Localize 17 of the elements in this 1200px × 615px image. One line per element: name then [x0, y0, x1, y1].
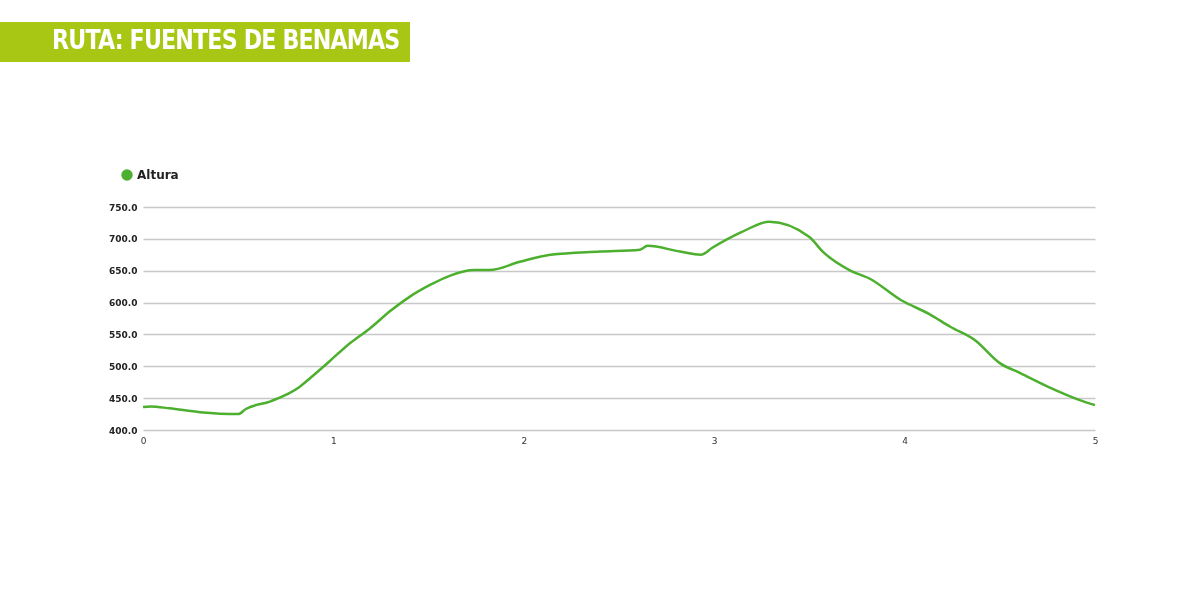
y-tick-label: 600.0 — [109, 298, 138, 309]
legend-label: Altura — [137, 168, 179, 182]
x-tick-label: 0 — [140, 435, 147, 446]
y-tick-label: 650.0 — [109, 266, 138, 277]
y-tick-label: 400.0 — [109, 425, 138, 436]
x-tick-label: 4 — [902, 435, 909, 446]
y-tick-label: 450.0 — [109, 393, 138, 404]
y-tick-label: 750.0 — [109, 202, 138, 213]
chart-title: RUTA: FUENTES DE BENAMAS — [52, 24, 400, 55]
y-tick-label: 500.0 — [109, 361, 138, 372]
y-tick-label: 700.0 — [109, 234, 138, 245]
y-tick-label: 550.0 — [109, 329, 138, 340]
x-tick-label: 2 — [521, 435, 528, 446]
x-tick-label: 3 — [711, 435, 718, 446]
x-tick-label: 1 — [331, 435, 337, 446]
x-tick-label: 5 — [1092, 435, 1099, 446]
line-series — [141, 220, 1097, 416]
